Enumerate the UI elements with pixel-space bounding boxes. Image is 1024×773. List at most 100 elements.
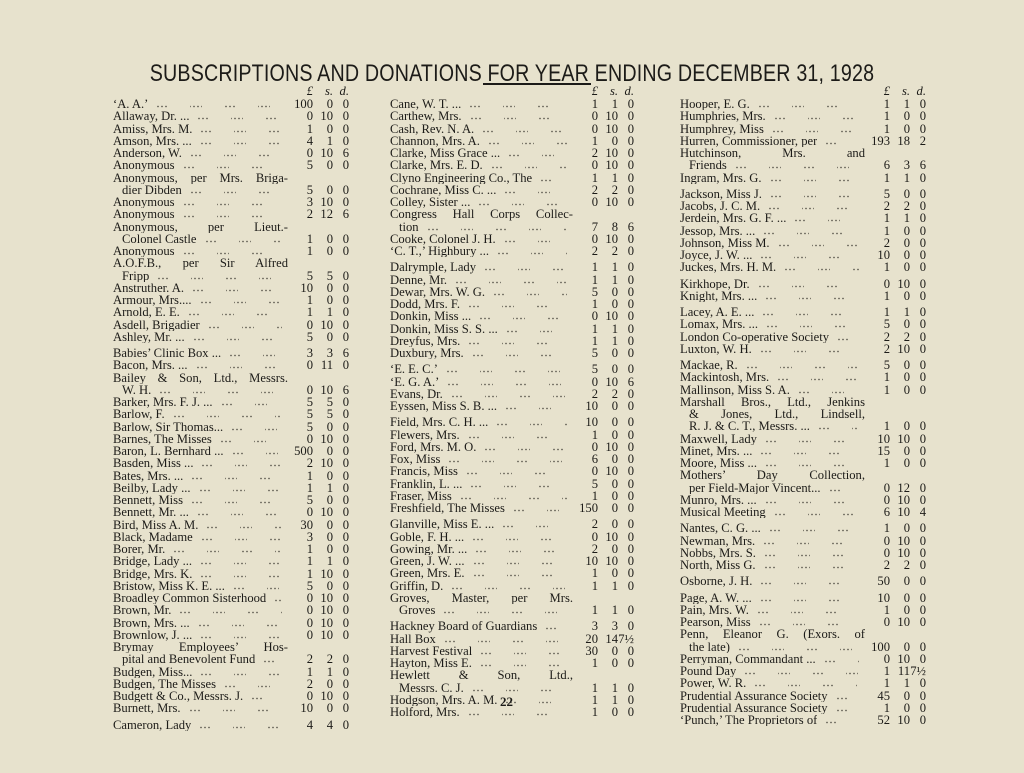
dot-leader (475, 543, 567, 554)
entry-line: Carthew, Mrs. 0 10 0 (390, 110, 634, 123)
amount-shillings: 0 (326, 419, 333, 434)
shillings-header: s. (901, 84, 910, 98)
amount: 0 10 0 (573, 232, 634, 245)
donor-entry: Bates, Mrs. ... 1 0 0 (113, 469, 349, 482)
amount: 0 10 6 (573, 375, 634, 388)
donor-name: Power, W. R. (680, 677, 747, 690)
amount-pence: 0 (627, 541, 634, 556)
amount-pence: 0 (919, 533, 926, 548)
amount-pence: 0 (627, 692, 634, 707)
entry-line: Arnold, E. E. 1 1 0 (113, 306, 349, 319)
amount: 20 14 7½ (573, 631, 634, 646)
donor-entry: Hackney Board of Guardians 3 3 0 (390, 620, 634, 633)
amount-pounds: 1 (883, 419, 890, 434)
amount-shillings: 10 (897, 615, 910, 629)
dot-leader (479, 658, 567, 669)
donor-name: Lomax, Mrs. ... (680, 318, 759, 331)
amount: 10 0 0 (288, 702, 349, 715)
entry-line: Broadley Common Sisterhood 0 10 0 (113, 592, 349, 605)
donor-name: Clarke, Miss Grace ... (390, 147, 501, 160)
donor-name: Beilby, Lady ... (113, 481, 191, 494)
entry-line: Power, W. R. 1 1 0 (680, 677, 926, 690)
amount-pounds: 1 (883, 305, 890, 319)
donor-entry: Power, W. R. 1 1 0 (680, 677, 926, 690)
donor-entry: Budgen, The Misses 2 0 0 (113, 677, 349, 690)
amount: 10 0 0 (865, 591, 926, 604)
entry-line: Mallinson, Miss S. A. 1 0 0 (680, 383, 926, 396)
amount-pounds: 0 (883, 615, 890, 629)
donor-name: North, Miss G. (680, 559, 756, 572)
amount-shillings: 14 (605, 631, 618, 646)
dot-leader (443, 633, 567, 644)
donor-entry: Budgen, Miss... 1 1 0 (113, 665, 349, 678)
amount-pence: 0 (627, 272, 634, 287)
amount: 0 10 0 (288, 604, 349, 617)
amount-shillings: 11 (320, 358, 333, 373)
donor-name: Baron, L. Bernhard ... (113, 445, 224, 458)
amount-shillings: 0 (611, 133, 618, 148)
amount: 10 0 0 (865, 249, 926, 262)
dot-leader (758, 617, 859, 628)
amount-shillings: 0 (326, 293, 333, 307)
amount-pence: 0 (342, 329, 349, 344)
donor-name: Dreyfus, Mrs. (390, 334, 461, 347)
amount-pounds: 0 (306, 615, 313, 630)
amount-pounds: 2 (306, 456, 313, 471)
donor-entry: Bridge, Mrs. K. 1 10 0 (113, 567, 349, 580)
entry-line: Cane, W. T. ... 1 1 0 (390, 98, 634, 111)
donor-name: Bird, Miss A. M. (113, 518, 199, 531)
amount-pounds: 1 (591, 272, 598, 287)
amount: 30 0 0 (573, 643, 634, 658)
entry-line: Colonel Castle 1 0 0 (113, 232, 349, 245)
pence-header: d. (339, 84, 349, 98)
amount: 1 11 7½ (865, 665, 926, 678)
donor-name: per Field-Major Vincent... (689, 481, 821, 494)
donor-name: Brymay Employees’ Hos- (113, 641, 288, 654)
amount-pounds: 0 (306, 431, 313, 446)
amount-pounds: 2 (306, 207, 313, 222)
amount-pence: 0 (919, 358, 926, 372)
amount-shillings: 0 (903, 109, 910, 124)
donor-entry: Denne, Mr. 1 1 0 (390, 272, 634, 287)
amount: 0 10 0 (573, 465, 634, 478)
entry-line: Goble, F. H. ... 0 10 0 (390, 530, 634, 543)
amount-pence: 0 (627, 170, 634, 185)
entry-line: pital and Benevolent Fund 2 2 0 (113, 652, 349, 667)
amount: 0 10 0 (288, 318, 349, 331)
donor-entry: Marshall Bros., Ltd., Jenkins & Jones, Lt… (680, 396, 926, 433)
dot-leader (763, 547, 859, 558)
dot-leader (189, 184, 282, 195)
dot-leader (480, 645, 567, 656)
entry-line: Hayton, Miss E. 1 0 0 (390, 657, 634, 670)
entry-line: Hall Box 20 14 7½ (390, 631, 634, 646)
donor-entry: Bacon, Mrs. ... 0 11 0 (113, 358, 349, 373)
amount-pence: 0 (342, 358, 349, 373)
entry-line: Hewlett & Son, Ltd., (390, 669, 634, 681)
amount-pounds: 2 (306, 652, 313, 667)
amount: 0 10 0 (288, 628, 349, 641)
amount-shillings: 0 (326, 280, 333, 295)
amount-pounds: 1 (883, 211, 890, 226)
dot-leader (508, 148, 567, 159)
amount-pence: 0 (627, 643, 634, 658)
entry-line: Donkin, Miss ... 0 10 0 (390, 310, 634, 323)
amount-shillings: 1 (326, 554, 333, 569)
entry-line: Prudential Assurance Society 1 0 0 (680, 701, 926, 714)
donor-name: ‘Punch,’ The Proprietors of (680, 714, 818, 727)
dot-leader (156, 99, 282, 110)
donor-entry: Cooke, Colonel J. H. 0 10 0 (390, 232, 634, 245)
donor-name: Nobbs, Mrs. S. (680, 546, 756, 559)
entry-line: ‘Punch,’ The Proprietors of 52 10 0 (680, 714, 926, 727)
amount-shillings: 0 (611, 476, 618, 491)
amount-pence: 0 (627, 554, 634, 568)
donor-entry: Bridge, Lady ... 1 1 0 (113, 554, 349, 569)
